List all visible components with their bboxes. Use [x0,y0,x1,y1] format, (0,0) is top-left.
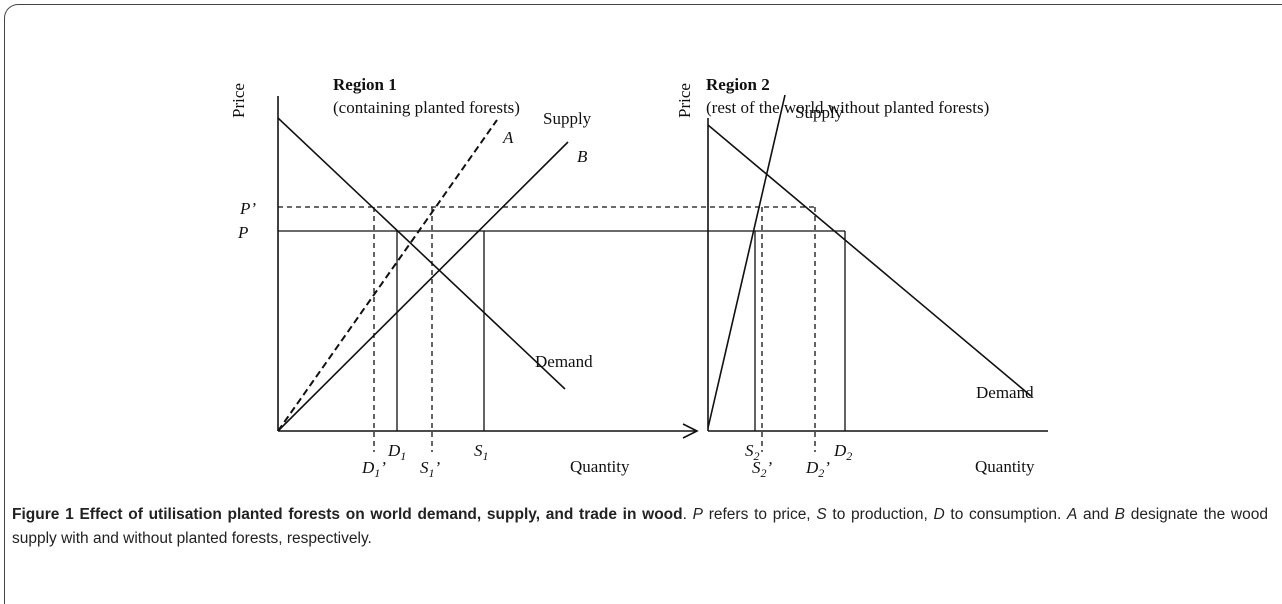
supply-curve [707,94,786,429]
caption-text: A [1066,506,1078,523]
x-axis-label: Quantity [570,457,630,476]
caption-text: . [682,506,693,523]
label-sub: 1 [400,449,406,463]
caption-text: P [692,506,703,523]
quantity-label: D2’ [805,458,830,480]
label-sub: 1 [429,466,435,480]
price-label: P [237,223,248,242]
label-base: S [745,441,754,460]
quantity-label: S1’ [420,458,441,480]
supply-label: Supply [795,103,844,122]
label-suffix: ’ [380,458,386,477]
label-sub: 2 [818,466,824,480]
quantity-label: D2 [833,441,852,463]
label-base: S [474,441,483,460]
label-base: D [805,458,819,477]
label-sub: 1 [374,466,380,480]
figure-caption: Figure 1 Effect of utilisation planted f… [12,503,1268,551]
label-suffix: ’ [767,458,773,477]
label-sub: 2 [846,449,852,463]
axis-arrow [682,423,699,439]
quantity-label: S2 [745,441,760,463]
caption-text: designate the wood supply with and witho… [12,506,1273,547]
caption-text: refers to price, [703,506,817,523]
label-suffix: ’ [435,458,441,477]
label-suffix: ’ [824,458,830,477]
label-base: D [387,441,401,460]
supply-curve-a [277,119,498,432]
demand-curve [707,124,1032,397]
demand-curve [277,117,566,390]
page: { "region1": { "title": "Region 1", "sub… [4,4,1282,604]
supply-curve-b [277,141,569,432]
caption-text: S [816,506,827,523]
caption-text: to consumption. [944,506,1067,523]
quantity-label: S1 [474,441,489,463]
region-subtitle: (containing planted forests) [333,98,520,117]
caption-text: and [1077,506,1115,523]
diagram: Region 1 (containing planted forests) Pr… [229,75,1048,480]
caption-text: to production, [826,506,934,523]
label-sub: 1 [483,449,489,463]
quantity-label: D1 [387,441,406,463]
label-base: D [833,441,847,460]
label-sub: 2 [761,466,767,480]
demand-label: Demand [535,352,593,371]
label-base: D [361,458,375,477]
price-label: P’ [239,199,256,218]
label-sub: 2 [754,449,760,463]
demand-label: Demand [976,383,1034,402]
quantity-label: D1’ [361,458,386,480]
curve-label: B [577,147,588,166]
y-axis-label: Price [229,83,248,118]
y-axis-label: Price [675,83,694,118]
region-subtitle: (rest of the world without planted fores… [706,98,989,117]
curve-label: A [502,128,514,147]
quantity-label: S2’ [752,458,773,480]
region-title: Region 2 [706,75,770,94]
region-title: Region 1 [333,75,397,94]
x-axis-label: Quantity [975,457,1035,476]
figure-title: Effect of utilisation planted forests on… [79,506,683,523]
caption-text: D [933,506,945,523]
figure-label: Figure 1 [12,506,74,523]
caption-text: B [1114,506,1125,523]
label-base: S [752,458,761,477]
label-base: S [420,458,429,477]
figure-frame [4,4,1282,604]
supply-label: Supply [543,109,592,128]
